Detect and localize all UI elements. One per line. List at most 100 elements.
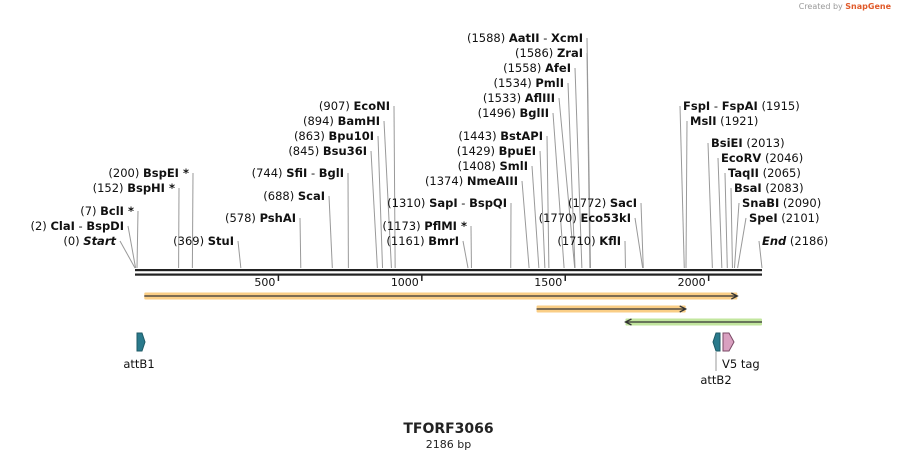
site-leader-line bbox=[383, 120, 392, 269]
site-position: (1586) bbox=[515, 46, 557, 60]
site-leader-line bbox=[586, 52, 591, 269]
site-name-part: Bpu10I bbox=[329, 129, 374, 143]
site-position: (0) bbox=[63, 234, 83, 248]
v5-tag-shape bbox=[722, 332, 735, 352]
site-label-msli: MslI (1921) bbox=[690, 114, 758, 128]
site-label-fspi: FspI - FspAI (1915) bbox=[683, 99, 800, 113]
site-name-part: FspI bbox=[683, 99, 710, 113]
site-label-bspei: (200) BspEI * bbox=[108, 166, 189, 180]
site-leader-line bbox=[737, 217, 747, 269]
site-name-part: AatII bbox=[509, 31, 540, 45]
site-label-smli: (1408) SmlI bbox=[458, 159, 528, 173]
site-leader-line bbox=[539, 150, 546, 269]
arrow-head bbox=[624, 318, 632, 326]
site-label-bamhi: (894) BamHI bbox=[303, 114, 380, 128]
site-name-part: SmlI bbox=[500, 159, 529, 173]
site-position: (688) bbox=[263, 189, 298, 203]
site-label-pshai: (578) PshAI bbox=[225, 211, 296, 225]
site-label-scai: (688) ScaI bbox=[263, 189, 325, 203]
site-label-kfli: (1710) KflI bbox=[557, 234, 621, 248]
site-name-part: - bbox=[710, 99, 721, 113]
site-position: (1496) bbox=[478, 106, 520, 120]
site-name-part: TaqII bbox=[728, 166, 759, 180]
site-labels: (1588) AatII - XcmI(1586) ZraI(1558) Afe… bbox=[30, 31, 828, 248]
snapgene-logo: SnapGene bbox=[845, 2, 891, 11]
site-position: (1772) bbox=[568, 196, 610, 210]
site-name-part: - bbox=[307, 166, 318, 180]
site-position: (907) bbox=[319, 99, 354, 113]
site-name-part: BspQI bbox=[469, 196, 507, 210]
site-name-part: - bbox=[540, 31, 551, 45]
snapgene-credit: Created by SnapGene bbox=[799, 2, 891, 11]
backbone-top-line bbox=[135, 269, 762, 272]
site-label-bcli: (7) BclI * bbox=[80, 204, 134, 218]
site-leader-lines bbox=[119, 37, 763, 269]
site-label-bsphi: (152) BspHI * bbox=[93, 181, 175, 195]
ruler: 500 1000 1500 2000 bbox=[254, 275, 710, 289]
site-position: (845) bbox=[288, 144, 323, 158]
site-label-econi: (907) EcoNI bbox=[319, 99, 390, 113]
site-label-nmeaiii: (1374) NmeAIII bbox=[425, 174, 518, 188]
site-label-pflmi: (1173) PflMI * bbox=[382, 219, 467, 233]
orf-long-arrow bbox=[144, 292, 739, 300]
site-label-bstapi: (1443) BstAPI bbox=[458, 129, 543, 143]
site-name-part: Start bbox=[83, 234, 116, 248]
site-name-part: MslI bbox=[690, 114, 717, 128]
backbone-bottom-line bbox=[135, 273, 762, 276]
site-name-part: BglI bbox=[319, 166, 344, 180]
site-name-part: BamHI bbox=[338, 114, 380, 128]
site-leader-line bbox=[546, 135, 550, 269]
ruler-tick-label: 1500 bbox=[534, 276, 562, 289]
site-position: (1533) bbox=[483, 91, 525, 105]
site-position: (1770) bbox=[539, 211, 581, 225]
site-leader-line bbox=[119, 240, 136, 269]
site-name-part: StuI bbox=[208, 234, 234, 248]
site-position: (2013) bbox=[743, 136, 785, 150]
site-position: (2065) bbox=[759, 166, 801, 180]
construct-title: TFORF3066 bbox=[403, 421, 494, 437]
site-position: (863) bbox=[294, 129, 329, 143]
site-name-part: BclI bbox=[100, 204, 124, 218]
site-label-pmli: (1534) PmlI bbox=[493, 76, 564, 90]
site-leader-line bbox=[127, 225, 137, 269]
attb2-label: attB2 bbox=[700, 373, 731, 387]
site-position: (1921) bbox=[717, 114, 759, 128]
site-leader-line bbox=[377, 135, 384, 269]
site-name-part: SapI bbox=[429, 196, 458, 210]
site-name-part: * bbox=[179, 166, 189, 180]
site-position: (7) bbox=[80, 204, 100, 218]
site-name-part: NmeAIII bbox=[467, 174, 518, 188]
site-position: (1443) bbox=[458, 129, 500, 143]
site-leader-line bbox=[640, 202, 644, 269]
site-name-part: * bbox=[457, 219, 467, 233]
site-position: (1173) bbox=[382, 219, 424, 233]
site-name-part: BsaI bbox=[734, 181, 762, 195]
attb1-feature: attB1 bbox=[123, 332, 155, 371]
site-name-part: FspAI bbox=[722, 99, 758, 113]
site-leader-line bbox=[717, 157, 723, 269]
site-name-part: BglII bbox=[520, 106, 550, 120]
orf-short-arrow bbox=[536, 305, 688, 313]
sequence-backbone bbox=[135, 269, 762, 276]
site-position: (2083) bbox=[762, 181, 804, 195]
site-position: (2186) bbox=[786, 234, 828, 248]
site-name-part: ClaI bbox=[50, 219, 74, 233]
site-name-part: ScaI bbox=[298, 189, 325, 203]
site-leader-line bbox=[733, 202, 740, 269]
site-label-zrai: (1586) ZraI bbox=[515, 46, 583, 60]
site-label-taqii: TaqII (2065) bbox=[728, 166, 801, 180]
site-name-part: AflIII bbox=[525, 91, 555, 105]
site-label-bsiei: BsiEI (2013) bbox=[711, 136, 785, 150]
site-label-end: End (2186) bbox=[762, 234, 828, 248]
site-label-eco53ki: (1770) Eco53kI bbox=[539, 211, 631, 225]
ruler-tick-label: 500 bbox=[254, 276, 275, 289]
site-position: (1915) bbox=[758, 99, 800, 113]
site-leader-line bbox=[634, 217, 644, 269]
site-name-part: BpuEI bbox=[499, 144, 536, 158]
site-label-bsai: BsaI (2083) bbox=[734, 181, 804, 195]
attb1-shape bbox=[136, 332, 146, 352]
site-name-part: BspHI bbox=[127, 181, 165, 195]
site-name-part: BmrI bbox=[428, 234, 459, 248]
ruler-tick-label: 2000 bbox=[678, 276, 706, 289]
site-leader-line bbox=[531, 165, 540, 269]
